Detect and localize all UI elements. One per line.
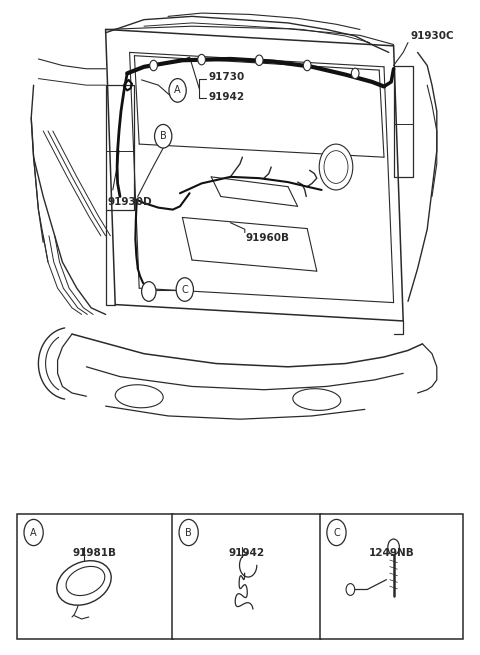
Ellipse shape (293, 388, 341, 411)
Circle shape (176, 278, 193, 301)
Circle shape (388, 539, 399, 555)
Bar (320, 514, 463, 639)
Ellipse shape (66, 567, 105, 595)
Text: 1249NB: 1249NB (369, 548, 414, 558)
Text: A: A (174, 85, 181, 96)
Circle shape (319, 144, 353, 190)
Text: 91960B: 91960B (246, 233, 290, 243)
Text: A: A (30, 527, 37, 538)
Circle shape (169, 79, 186, 102)
Circle shape (198, 54, 205, 65)
Text: 91981B: 91981B (73, 548, 117, 558)
Text: 91930C: 91930C (410, 31, 454, 41)
Text: 91942: 91942 (209, 92, 245, 102)
Bar (17, 514, 173, 639)
Circle shape (179, 519, 198, 546)
Ellipse shape (57, 561, 111, 605)
Circle shape (346, 584, 355, 595)
Text: C: C (181, 284, 188, 295)
Text: B: B (160, 131, 167, 141)
Text: 91930D: 91930D (108, 196, 153, 206)
Text: 91942: 91942 (228, 548, 264, 558)
Circle shape (351, 68, 359, 79)
Ellipse shape (115, 384, 163, 408)
Circle shape (142, 282, 156, 301)
Bar (172, 514, 321, 639)
Text: B: B (185, 527, 192, 538)
Text: 91730: 91730 (209, 72, 245, 82)
Circle shape (255, 55, 263, 66)
Text: C: C (333, 527, 340, 538)
Circle shape (327, 519, 346, 546)
Circle shape (303, 60, 311, 71)
Circle shape (150, 60, 157, 71)
Circle shape (24, 519, 43, 546)
Circle shape (324, 151, 348, 183)
Circle shape (155, 124, 172, 148)
